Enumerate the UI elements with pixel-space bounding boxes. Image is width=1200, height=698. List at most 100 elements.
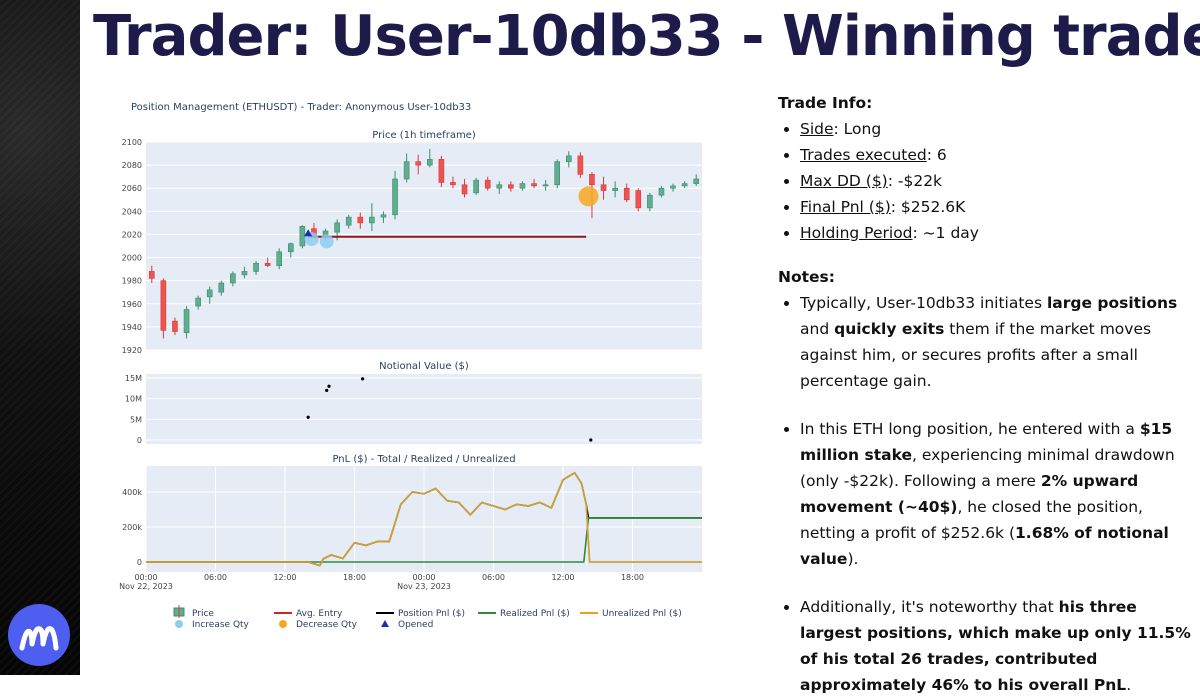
list-item: Trades executed: 6	[800, 142, 1198, 168]
y-tick-label: 2040	[122, 207, 142, 216]
note-text: Typically, User-10db33 initiates	[800, 294, 1047, 312]
candle-body	[542, 184, 549, 187]
candle-body	[183, 309, 190, 333]
list-item: Max DD ($): -$22k	[800, 168, 1198, 194]
legend-increase-icon	[175, 620, 183, 628]
pnl-line-1	[146, 517, 702, 563]
candle-body	[218, 282, 225, 293]
list-item: Holding Period: ~1 day	[800, 220, 1198, 246]
candle-body	[554, 161, 561, 186]
candle-body	[473, 179, 479, 194]
x-tick-label: 06:00	[482, 573, 505, 582]
y-tick-label: 1980	[122, 277, 142, 286]
pnl-panel-title: PnL ($) - Total / Realized / Unrealized	[332, 454, 515, 465]
decrease-qty-marker	[578, 186, 599, 207]
legend-label: Position Pnl ($)	[398, 609, 465, 619]
candle-body	[565, 155, 572, 162]
y-tick-label: 0	[137, 436, 142, 445]
note-text: In this ETH long position, he entered wi…	[800, 420, 1140, 438]
notional-point	[589, 438, 593, 442]
x-tick-label: 00:00	[134, 573, 157, 582]
note-bold: 1.68% of notional value	[800, 524, 1169, 568]
candle-body	[276, 251, 283, 266]
y-tick-label: 0	[137, 558, 142, 567]
candle-body	[241, 271, 248, 276]
y-tick-label: 1960	[122, 300, 142, 309]
trades-value: : 6	[926, 146, 947, 164]
candle-body	[531, 183, 537, 187]
candle-body	[345, 216, 352, 226]
x-tick-date: Nov 22, 2023	[119, 582, 173, 591]
legend-decrease-icon	[279, 620, 287, 628]
note-item: In this ETH long position, he entered wi…	[800, 416, 1198, 572]
y-tick-label: 2100	[122, 138, 142, 147]
chart-figure: Position Management (ETHUSDT) - Trader: …	[119, 102, 702, 630]
note-item: Additionally, it's noteworthy that his t…	[800, 594, 1198, 698]
candle-body	[647, 194, 653, 209]
legend-opened-icon	[381, 620, 389, 627]
note-text: ).	[847, 550, 859, 568]
list-item: Final Pnl ($): $252.6K	[800, 194, 1198, 220]
candle-body	[148, 271, 155, 279]
final-pnl-label: Final Pnl ($)	[800, 198, 891, 216]
candle-body	[287, 243, 294, 253]
sidebar-background	[0, 0, 80, 675]
candle-body	[623, 187, 630, 201]
candle-body	[670, 185, 676, 189]
candle-body	[253, 263, 259, 272]
y-tick-label: 2020	[122, 230, 142, 239]
max-dd-label: Max DD ($)	[800, 172, 888, 190]
holding-period-value: : ~1 day	[912, 224, 979, 242]
price-panel-title: Price (1h timeframe)	[372, 130, 476, 141]
candle-body	[334, 222, 340, 233]
candle-body	[461, 184, 468, 195]
candle-body	[681, 183, 688, 187]
unrealized-overlay	[146, 471, 702, 567]
candle-body	[264, 263, 271, 266]
x-tick-label: 12:00	[551, 573, 574, 582]
candle-body	[450, 182, 456, 186]
y-tick-label: 5M	[130, 415, 142, 424]
trade-info-panel: Trade Info: Side: Long Trades executed: …	[778, 90, 1198, 698]
notional-point	[325, 388, 329, 392]
x-tick-label: 18:00	[621, 573, 644, 582]
candle-body	[438, 159, 445, 183]
note-bold: $15 million stake	[800, 420, 1173, 464]
notes-list: Typically, User-10db33 initiates large p…	[778, 290, 1198, 698]
candle-body	[230, 273, 236, 284]
legend-label: Price	[192, 609, 214, 619]
y-tick-label: 400k	[122, 488, 142, 497]
notional-point	[327, 384, 331, 388]
candle-body	[206, 289, 213, 298]
note-text: them if the market moves against him, or…	[800, 320, 1152, 390]
page-title: Trader: User-10db33 - Winning trade	[93, 4, 1200, 69]
candle-body	[589, 174, 595, 186]
legend-label: Decrease Qty	[296, 620, 358, 630]
candle-body	[612, 187, 618, 191]
candle-body	[693, 178, 700, 184]
trade-info-heading: Trade Info:	[778, 94, 873, 112]
notional-point	[306, 415, 310, 419]
note-bold: quickly exits	[834, 320, 945, 338]
candle-body	[635, 190, 642, 209]
side-label: Side	[800, 120, 834, 138]
x-tick-label: 06:00	[204, 573, 227, 582]
y-tick-label: 200k	[122, 523, 142, 532]
y-tick-label: 15M	[125, 374, 142, 383]
candle-body	[577, 155, 584, 175]
candle-body	[415, 161, 422, 166]
candle-body	[519, 183, 526, 189]
note-text: .	[1126, 676, 1132, 694]
note-bold: 2% upward movement (~40$)	[800, 472, 1139, 516]
increase-qty-marker	[319, 234, 334, 249]
note-bold: large positions	[1046, 294, 1178, 312]
x-tick-label: 00:00	[412, 573, 435, 582]
notes-heading: Notes:	[778, 268, 835, 286]
opened-marker	[304, 229, 313, 237]
note-text: and	[800, 320, 835, 338]
y-tick-label: 1920	[122, 346, 142, 355]
max-dd-value: : -$22k	[887, 172, 943, 190]
m-logo-icon	[8, 604, 70, 666]
notional-plot-area	[146, 374, 702, 444]
price-plot-area	[146, 142, 702, 350]
